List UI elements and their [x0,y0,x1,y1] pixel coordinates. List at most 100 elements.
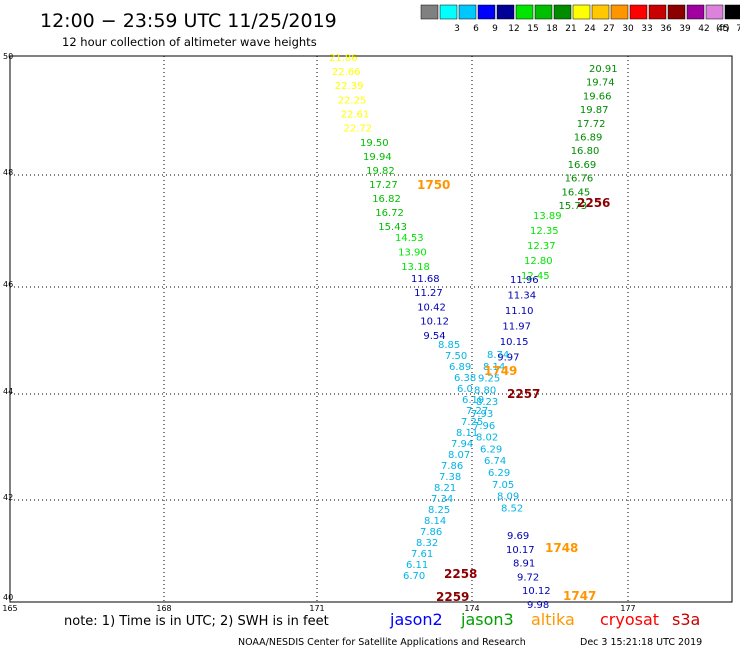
pass-times: 1750 2256 1749 2257 1748 2258 2259 1747 [417,178,610,604]
wave-height-value: 11.27 [414,288,443,299]
wave-height-value: 9.72 [517,572,539,583]
legend-swatch [477,4,496,20]
legend-label: 45 [717,24,728,34]
wave-height-value: 10.12 [420,317,449,328]
wave-height-value: 16.89 [574,133,603,144]
wave-height-value: 8.14 [424,516,446,527]
wave-height-value: 9.97 [497,353,519,364]
footer-note: note: 1) Time is in UTC; 2) SWH is in fe… [64,614,329,629]
longitude-label: 171 [309,604,324,613]
wave-height-value: 6.38 [454,373,476,384]
wave-height-value: 6.0 [457,384,473,395]
wave-height-value: 7.96 [473,421,495,432]
wave-height-value: 8.25 [428,505,450,516]
wave-height-value: 19.74 [586,78,615,89]
longitude-label: 177 [620,604,635,613]
wave-height-value: 6.74 [484,456,506,467]
legend-swatch [629,4,648,20]
wave-height-value: 15.43 [378,222,407,233]
legend-swatch [515,4,534,20]
satellite-name: jason3 [460,610,514,629]
wave-height-value: 8.52 [501,503,523,514]
wave-height-value: 7.93 [471,409,493,420]
wave-height-value: 9.69 [507,531,529,542]
map-frame [9,55,733,603]
wave-height-value: 6.19 [462,395,484,406]
latitude-label: 46 [3,280,13,289]
wave-height-value: 12.37 [527,241,556,252]
wave-height-value: 10.12 [522,586,551,597]
legend-label: 18 [546,24,558,34]
wave-height-value: 8.09 [497,492,519,503]
wave-height-value: 19.94 [363,152,392,163]
legend-swatch [420,4,439,20]
wave-height-value: 7.86 [441,461,463,472]
legend-swatch [705,4,724,20]
wave-height-value: 6.29 [488,468,510,479]
legend-label: 36 [660,24,672,34]
pass-time-label: 2258 [444,567,477,581]
satellite-legend: jason2 jason3 altika cryosat s3a [389,610,700,629]
legend-label: 21 [565,24,576,34]
wave-height-value: 16.69 [568,160,597,171]
pass-time-label: 2256 [577,196,610,210]
wave-height-value: 10.17 [506,545,535,556]
legend-swatch [686,4,705,20]
wave-height-value: 22.25 [338,95,367,106]
legend-swatch [439,4,458,20]
longitude-label: 168 [156,604,171,613]
legend-swatch [458,4,477,20]
wave-height-value: 8.21 [434,483,456,494]
wave-height-value: 19.50 [360,138,389,149]
wave-height-value: 7.38 [439,472,461,483]
wave-height-value: 13.90 [398,248,427,259]
wave-height-value: 19.66 [583,91,612,102]
wave-height-value: 8.32 [416,538,438,549]
pass-time-label: 2259 [436,590,469,604]
wave-height-value: 16.76 [565,174,594,185]
page-subtitle: 12 hour collection of altimeter wave hei… [62,35,317,49]
wave-height-value: 9.54 [423,331,445,342]
legend-swatch [724,4,740,20]
legend-swatch [572,4,591,20]
latitude-label: 50 [3,52,13,61]
wave-height-value: 22.61 [341,109,370,120]
satellite-name: altika [531,610,575,629]
legend-label: 15 [527,24,538,34]
satellite-name: cryosat [600,610,659,629]
wave-height-value: 10.15 [500,337,529,348]
footer-timestamp: Dec 3 15:21:18 UTC 2019 [580,637,702,648]
wave-height-value: 7.25 [461,417,483,428]
wave-height-value: 15.73 [559,201,588,212]
satellite-tracks: 21.86 22.66 22.39 22.25 22.61 22.72 19.50 19.94… [329,53,618,611]
legend-unit: (ft) [716,24,730,34]
latitude-label: 42 [3,493,13,502]
latitude-label: 40 [3,593,13,602]
wave-height-value: 8.85 [438,340,460,351]
legend-swatch [534,4,553,20]
pass-time-label: 1750 [417,178,450,192]
wave-height-value: 12.80 [524,256,553,267]
satellite-name: jason2 [389,610,443,629]
wave-height-value: 13.18 [401,262,430,273]
wave-height-value: 6.70 [403,571,425,582]
wave-height-value: 6.29 [480,444,502,455]
wave-height-value: 12.35 [530,226,559,237]
pass-time-label: 1749 [484,364,517,378]
wave-height-value: 10.42 [417,302,446,313]
wave-height-value: 19.87 [580,105,609,116]
legend-label: 12 [508,24,519,34]
satellite-name: s3a [672,610,700,629]
wave-height-value: 8.23 [476,397,498,408]
legend-swatch [591,4,610,20]
wave-height-value: 8.11 [456,428,478,439]
wave-height-value: 6.89 [449,362,471,373]
wave-height-value: 7.34 [431,494,453,505]
wave-height-value: 22.72 [344,124,373,135]
wave-height-value: 7.05 [492,480,514,491]
wave-height-value: 11.68 [411,274,440,285]
wave-height-value: 16.82 [372,194,401,205]
legend-label: 70 [736,24,740,34]
wave-height-value: 8.02 [476,433,498,444]
